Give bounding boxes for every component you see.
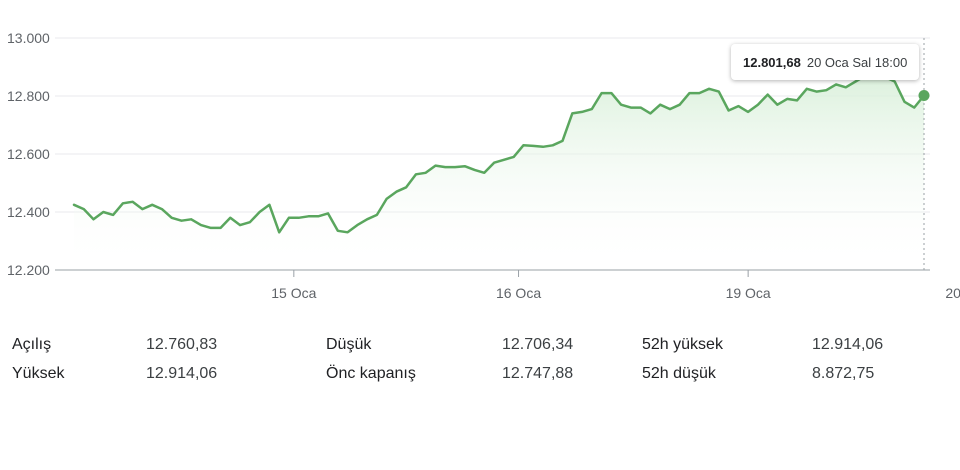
price-tooltip: 12.801,68 20 Oca Sal 18:00 [731, 44, 920, 80]
y-tick-label: 12.400 [7, 204, 50, 220]
stat-value-low: 12.706,34 [502, 335, 574, 353]
y-axis-ticks: 13.000 12.800 12.600 12.400 12.200 [7, 30, 50, 278]
stat-value-high: 12.914,06 [146, 364, 218, 382]
stat-value-52w-low: 8.872,75 [812, 364, 875, 382]
y-tick-label: 12.800 [7, 88, 50, 104]
x-axis-ticks: 15 Oca 16 Oca 19 Oca 20 Oca [271, 270, 960, 301]
price-chart[interactable]: 13.000 12.800 12.600 12.400 12.200 15 Oca 16 … [0, 0, 960, 320]
stat-value-open: 12.760,83 [146, 335, 218, 353]
tooltip-datetime: 20 Oca Sal 18:00 [806, 54, 908, 70]
y-tick-label: 13.000 [7, 30, 50, 46]
stat-value-prev-close: 12.747,88 [502, 364, 574, 382]
x-tick-label: 19 Oca [726, 285, 771, 301]
stat-label-52w-high: 52h yüksek [642, 335, 723, 353]
y-tick-label: 12.200 [7, 262, 50, 278]
tooltip-value: 12.801,68 [743, 54, 801, 70]
stat-label-open: Açılış [12, 335, 52, 353]
price-area-fill [74, 75, 924, 270]
stat-label-52w-low: 52h düşük [642, 364, 716, 382]
stat-label-prev-close: Önc kapanış [326, 364, 416, 382]
hover-point[interactable] [918, 90, 930, 102]
stat-value-52w-high: 12.914,06 [812, 335, 884, 353]
x-tick-label: 20 Oca [945, 285, 960, 301]
stats-row: Yüksek 12.914,06 Önc kapanış 12.747,88 5… [12, 359, 892, 388]
stat-label-low: Düşük [326, 335, 372, 353]
stats-row: Açılış 12.760,83 Düşük 12.706,34 52h yük… [12, 330, 892, 359]
stat-label-high: Yüksek [12, 364, 65, 382]
price-line [72, 74, 926, 234]
x-tick-label: 15 Oca [271, 285, 316, 301]
y-tick-label: 12.600 [7, 146, 50, 162]
x-tick-label: 16 Oca [496, 285, 541, 301]
stats-table: Açılış 12.760,83 Düşük 12.706,34 52h yük… [12, 330, 892, 388]
